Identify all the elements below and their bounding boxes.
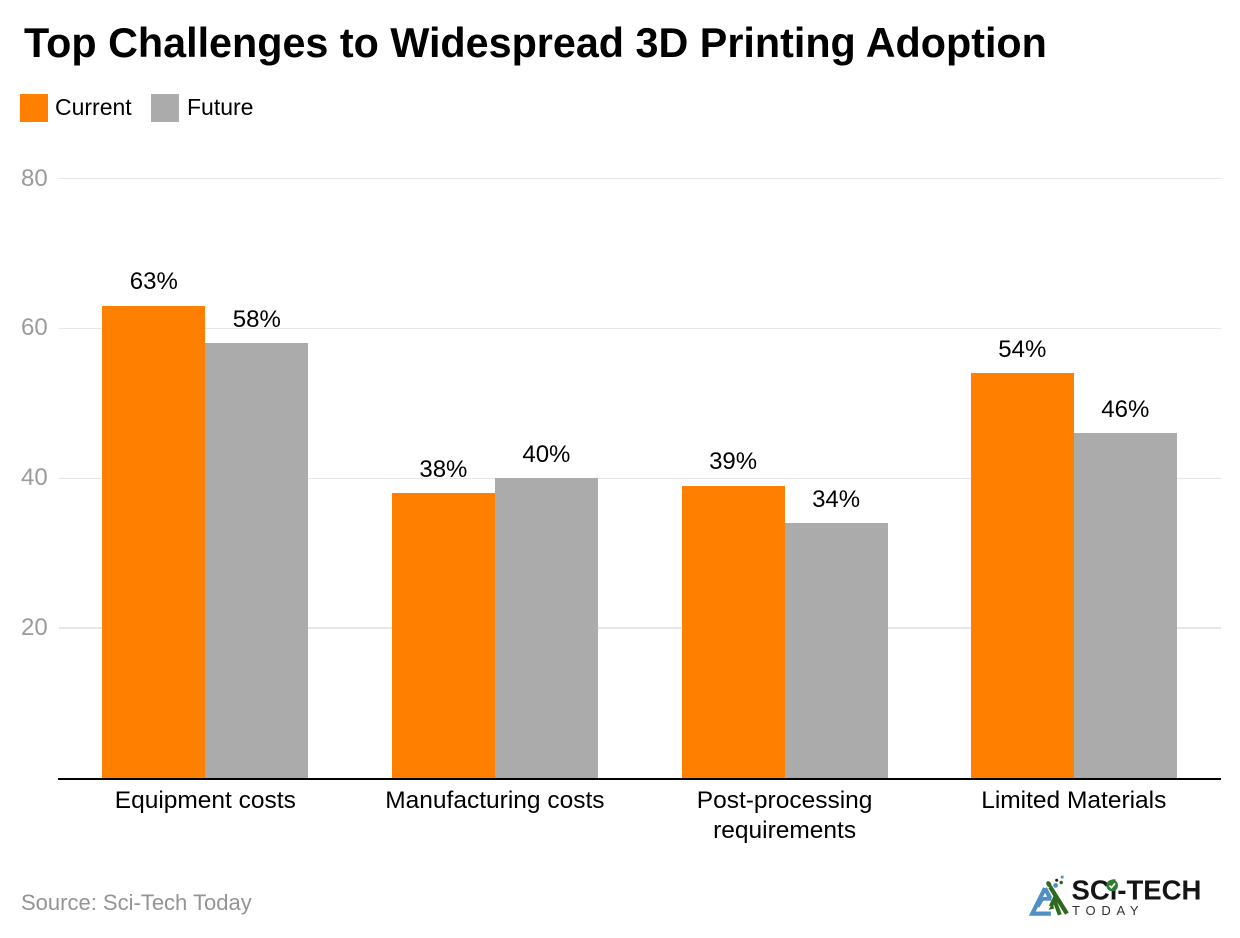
svg-text:TODAY: TODAY — [1072, 903, 1144, 918]
svg-text:SCi-TECH: SCi-TECH — [1072, 875, 1202, 906]
